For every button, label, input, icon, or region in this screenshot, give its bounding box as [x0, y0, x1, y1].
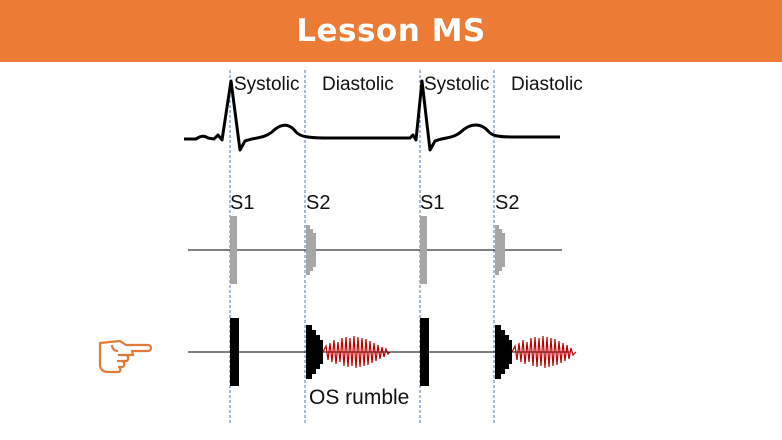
phase-label-diastolic-2: Diastolic	[511, 74, 583, 95]
sound-label-s1-a: S1	[230, 192, 254, 214]
phase-label-diastolic-1: Diastolic	[322, 74, 394, 95]
s2-os-bars-a	[306, 325, 323, 379]
phase-label-systolic-2: Systolic	[424, 74, 489, 95]
sound-label-s2-a: S2	[306, 192, 330, 214]
s2-os-bars-b	[495, 325, 512, 379]
diastolic-rumble-b	[511, 335, 577, 369]
normal-s1-bar-a	[230, 216, 237, 284]
lesson-title: Lesson MS	[296, 13, 486, 49]
normal-s2-bars-a	[306, 225, 316, 275]
sound-label-s2-b: S2	[495, 192, 519, 214]
phase-label-systolic-1: Systolic	[234, 74, 299, 95]
normal-s1-bar-b	[420, 216, 427, 284]
normal-s2-bars-b	[495, 225, 505, 275]
title-bar: Lesson MS	[0, 0, 782, 62]
pointing-hand-icon	[98, 339, 153, 374]
diastolic-rumble-a	[322, 335, 391, 369]
os-rumble-label: OS rumble	[309, 386, 409, 409]
sound-label-s1-b: S1	[420, 192, 444, 214]
loud-s1-bar-b	[420, 318, 429, 386]
ecg-trace	[184, 79, 560, 152]
loud-s1-bar-a	[230, 318, 239, 386]
